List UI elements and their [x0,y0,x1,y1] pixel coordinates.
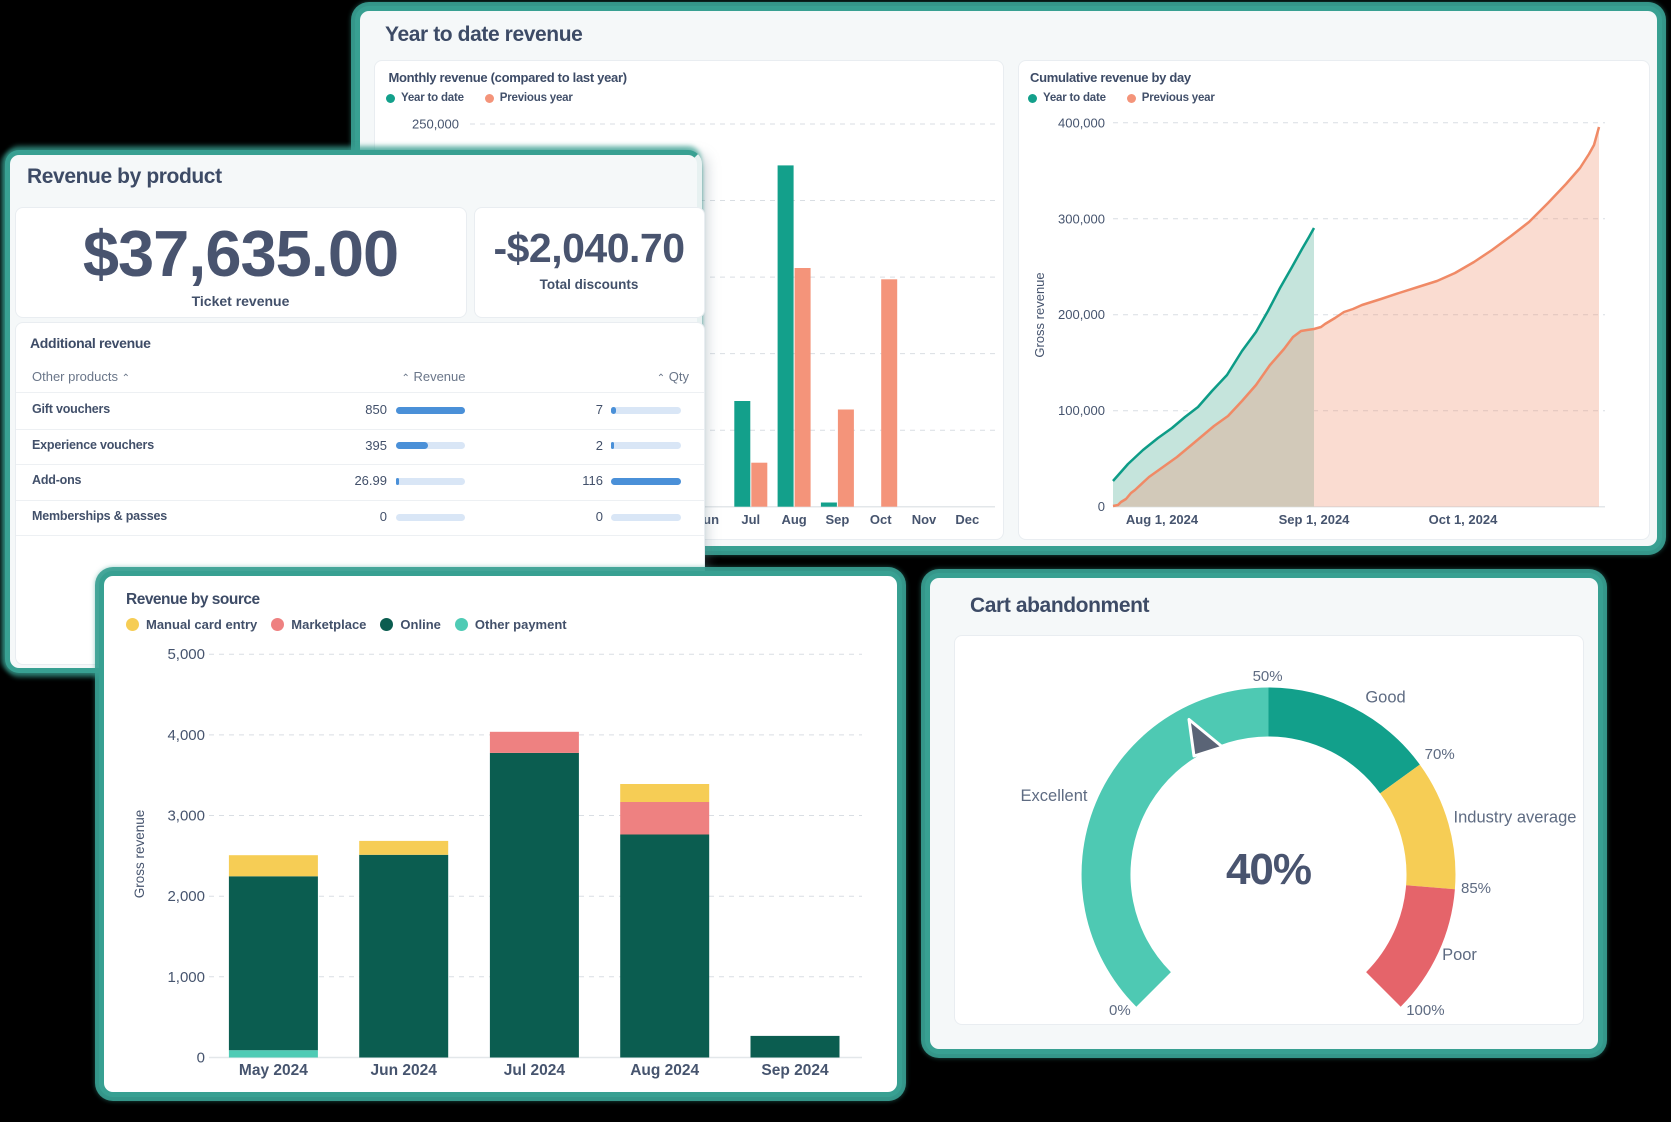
svg-text:300,000: 300,000 [1058,211,1105,226]
svg-text:5,000: 5,000 [167,646,205,663]
svg-text:Nov: Nov [912,512,937,527]
svg-text:Gross revenue: Gross revenue [132,810,147,899]
svg-text:Oct: Oct [870,512,892,527]
svg-text:100,000: 100,000 [1058,403,1105,418]
svg-text:40%: 40% [1226,845,1311,894]
svg-text:1,000: 1,000 [167,969,205,986]
svg-text:May 2024: May 2024 [239,1062,308,1079]
svg-text:Excellent: Excellent [1021,787,1088,805]
svg-text:50%: 50% [1253,668,1283,685]
svg-text:Industry average: Industry average [1454,809,1577,827]
svg-text:250,000: 250,000 [412,117,459,132]
svg-text:0%: 0% [1109,1002,1131,1019]
svg-text:Aug: Aug [781,512,806,527]
svg-text:Sep 1, 2024: Sep 1, 2024 [1279,512,1351,527]
svg-text:100%: 100% [1406,1002,1444,1019]
svg-text:Aug 2024: Aug 2024 [630,1062,699,1079]
svg-text:200,000: 200,000 [1058,307,1105,322]
svg-text:Dec: Dec [955,512,979,527]
svg-text:Gross revenue: Gross revenue [1032,272,1047,357]
svg-text:85%: 85% [1461,880,1491,897]
svg-text:0: 0 [1098,499,1105,514]
svg-text:Aug 1, 2024: Aug 1, 2024 [1126,512,1199,527]
svg-text:Oct 1, 2024: Oct 1, 2024 [1429,512,1498,527]
svg-text:2,000: 2,000 [167,888,205,905]
svg-text:Sep 2024: Sep 2024 [761,1062,829,1079]
svg-text:Poor: Poor [1442,946,1477,964]
svg-text:Jul: Jul [741,512,760,527]
svg-text:Jul 2024: Jul 2024 [504,1062,566,1079]
svg-text:0: 0 [197,1050,205,1067]
svg-text:400,000: 400,000 [1058,115,1105,130]
svg-text:Jun 2024: Jun 2024 [371,1062,438,1079]
svg-text:Sep: Sep [825,512,849,527]
svg-text:3,000: 3,000 [167,808,205,825]
svg-text:Good: Good [1365,688,1405,706]
svg-text:70%: 70% [1425,746,1455,763]
svg-text:4,000: 4,000 [167,727,205,744]
